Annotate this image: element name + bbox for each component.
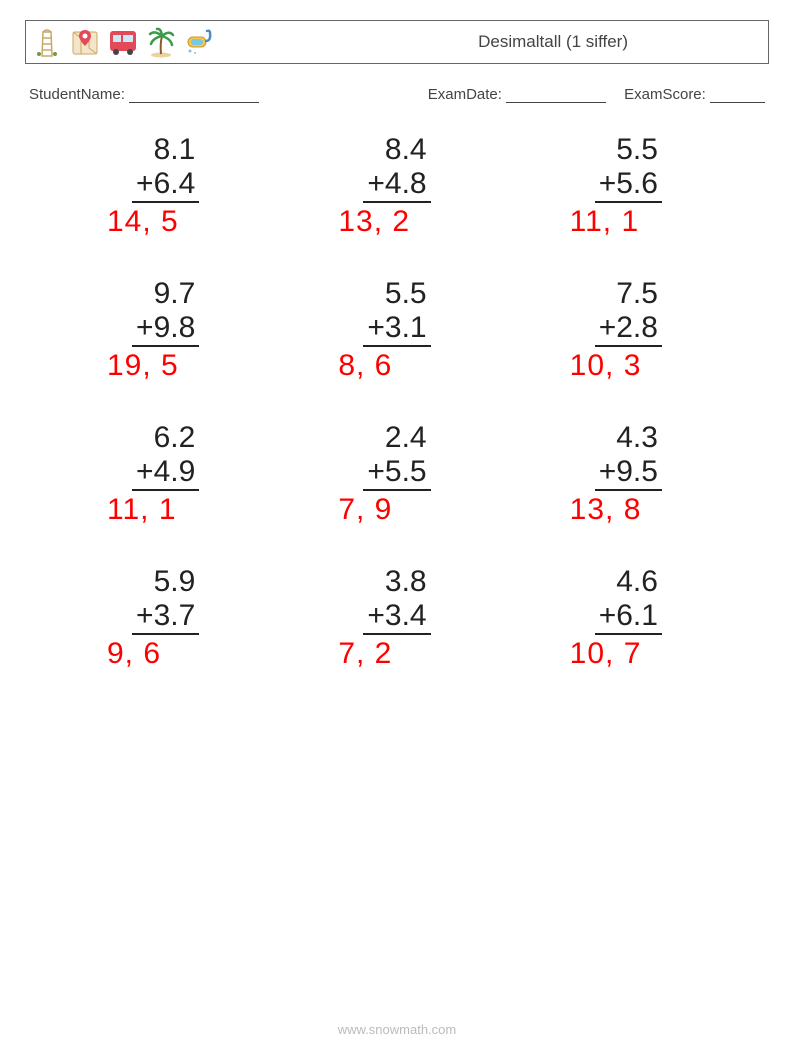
map-pin-icon <box>70 25 100 59</box>
student-name-field: StudentName: <box>29 86 259 103</box>
operand-top: 5.9 <box>132 565 199 599</box>
worksheet-title: Desimaltall (1 siffer) <box>478 32 628 52</box>
worksheet-page: Desimaltall (1 siffer) StudentName: Exam… <box>0 0 794 1053</box>
problem-cell: 7.5+2.810, 3 <box>518 277 739 383</box>
operand-top: 4.6 <box>595 565 662 599</box>
problem-cell: 8.4+4.813, 2 <box>286 133 507 239</box>
problem-cell: 5.5+3.18, 6 <box>286 277 507 383</box>
header-box: Desimaltall (1 siffer) <box>25 20 769 64</box>
answer: 13, 8 <box>518 493 642 527</box>
operand-bottom: +3.7 <box>132 599 199 635</box>
operand-bottom: +4.8 <box>363 167 430 203</box>
tower-icon <box>32 25 62 59</box>
operand-bottom: +4.9 <box>132 455 199 491</box>
operand-top: 5.5 <box>595 133 662 167</box>
palm-icon <box>146 25 176 59</box>
answer: 10, 7 <box>518 637 642 671</box>
problem-cell: 5.9+3.79, 6 <box>55 565 276 671</box>
exam-date-label: ExamDate: <box>428 86 502 103</box>
operand-bottom: +6.4 <box>132 167 199 203</box>
operand-top: 4.3 <box>595 421 662 455</box>
bus-icon <box>108 25 138 59</box>
answer: 11, 1 <box>518 205 640 239</box>
operand-bottom: +5.6 <box>595 167 662 203</box>
operand-top: 6.2 <box>132 421 199 455</box>
problem-cell: 8.1+6.414, 5 <box>55 133 276 239</box>
operand-bottom: +9.8 <box>132 311 199 347</box>
operand-bottom: +2.8 <box>595 311 662 347</box>
exam-date-blank <box>506 88 606 103</box>
answer: 19, 5 <box>55 349 179 383</box>
problem-cell: 5.5+5.611, 1 <box>518 133 739 239</box>
problem-cell: 4.3+9.513, 8 <box>518 421 739 527</box>
operand-top: 9.7 <box>132 277 199 311</box>
operand-top: 7.5 <box>595 277 662 311</box>
operand-bottom: +3.4 <box>363 599 430 635</box>
answer: 7, 2 <box>286 637 392 671</box>
problem-cell: 3.8+3.47, 2 <box>286 565 507 671</box>
operand-top: 2.4 <box>363 421 430 455</box>
answer: 9, 6 <box>55 637 161 671</box>
answer: 8, 6 <box>286 349 392 383</box>
snorkel-icon <box>184 25 214 59</box>
operand-top: 8.1 <box>132 133 199 167</box>
student-name-blank <box>129 88 259 103</box>
problem-cell: 9.7+9.819, 5 <box>55 277 276 383</box>
exam-score-field: ExamScore: <box>624 86 765 103</box>
answer: 13, 2 <box>286 205 410 239</box>
exam-score-blank <box>710 88 765 103</box>
info-row: StudentName: ExamDate: ExamScore: <box>25 86 769 103</box>
problems-grid: 8.1+6.414, 5 8.4+4.813, 2 5.5+5.611, 1 9… <box>25 133 769 671</box>
answer: 10, 3 <box>518 349 642 383</box>
student-name-label: StudentName: <box>29 86 125 103</box>
answer: 7, 9 <box>286 493 392 527</box>
operand-top: 3.8 <box>363 565 430 599</box>
exam-score-label: ExamScore: <box>624 86 706 103</box>
exam-date-field: ExamDate: <box>428 86 606 103</box>
problem-cell: 6.2+4.911, 1 <box>55 421 276 527</box>
answer: 14, 5 <box>55 205 179 239</box>
footer-url: www.snowmath.com <box>0 1022 794 1037</box>
operand-bottom: +5.5 <box>363 455 430 491</box>
operand-bottom: +9.5 <box>595 455 662 491</box>
operand-bottom: +3.1 <box>363 311 430 347</box>
problem-cell: 2.4+5.57, 9 <box>286 421 507 527</box>
operand-top: 5.5 <box>363 277 430 311</box>
problem-cell: 4.6+6.110, 7 <box>518 565 739 671</box>
operand-bottom: +6.1 <box>595 599 662 635</box>
header-icons <box>32 25 214 59</box>
operand-top: 8.4 <box>363 133 430 167</box>
answer: 11, 1 <box>55 493 177 527</box>
